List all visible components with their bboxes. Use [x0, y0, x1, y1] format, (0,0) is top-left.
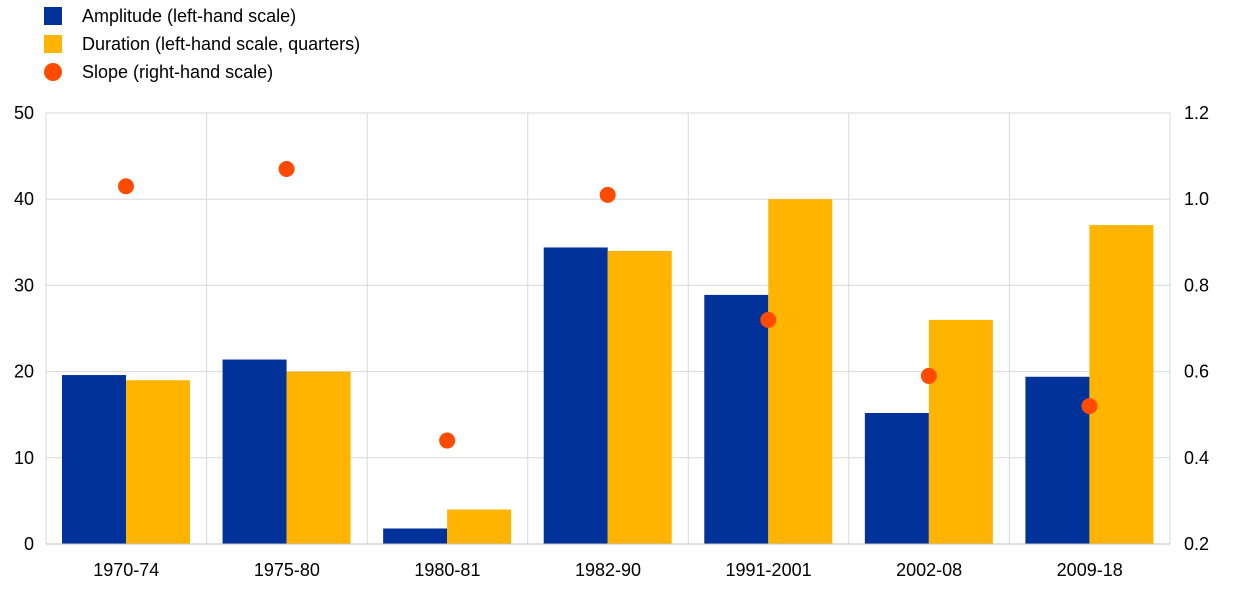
x-tick-label: 1980-81: [414, 560, 480, 580]
amplitude-bar: [62, 375, 126, 544]
bars: [62, 199, 1154, 545]
slope-point: [599, 186, 616, 203]
slope-point: [760, 311, 777, 328]
y-left-tick-label: 10: [14, 448, 34, 468]
y-right-tick-label: 1.2: [1184, 103, 1209, 123]
duration-bar: [286, 371, 351, 544]
slope-points: [118, 161, 1098, 449]
slope-point: [920, 367, 937, 384]
amplitude-bar: [383, 528, 448, 544]
slope-point: [278, 161, 295, 178]
amplitude-bar: [864, 412, 929, 544]
amplitude-bar: [1025, 376, 1090, 544]
y-left-tick-label: 20: [14, 362, 34, 382]
slope-point: [1081, 398, 1098, 415]
x-tick-label: 1975-80: [254, 560, 320, 580]
y-right-tick-label: 1.0: [1184, 189, 1209, 209]
y-right-tick-label: 0.6: [1184, 362, 1209, 382]
x-tick-label: 2009-18: [1057, 560, 1123, 580]
y-left-tick-label: 50: [14, 103, 34, 123]
x-tick-label: 1982-90: [575, 560, 641, 580]
axes: 0 10 20 30 40 50 0.2 0.4 0.6 0.8 1.0 1.2 1970-74 1975…: [14, 103, 1209, 580]
y-right-tick-label: 0.2: [1184, 534, 1209, 554]
duration-bar: [1089, 225, 1154, 544]
x-tick-label: 1970-74: [93, 560, 159, 580]
y-left-tick-label: 40: [14, 189, 34, 209]
duration-bar: [447, 509, 512, 544]
amplitude-bar: [543, 247, 608, 545]
slope-legend-dot: [44, 63, 62, 81]
y-left-tick-label: 0: [24, 534, 34, 554]
y-right-tick-label: 0.4: [1184, 448, 1209, 468]
slope-point: [439, 432, 456, 449]
duration-bar: [607, 250, 672, 545]
duration-legend-swatch: [44, 35, 62, 53]
duration-legend-label: Duration (left-hand scale, quarters): [82, 34, 361, 54]
amplitude-legend-label: Amplitude (left-hand scale): [82, 6, 297, 26]
y-right-tick-label: 0.8: [1184, 275, 1209, 295]
slope-legend-label: Slope (right-hand scale): [82, 62, 274, 82]
amplitude-bar: [704, 294, 769, 544]
duration-bar: [928, 319, 993, 544]
duration-bar: [126, 380, 190, 544]
x-tick-label: 2002-08: [896, 560, 962, 580]
duration-bar: [768, 199, 833, 544]
x-tick-label: 1991-2001: [726, 560, 812, 580]
amplitude-bar: [222, 359, 287, 544]
amplitude-legend-swatch: [44, 7, 62, 25]
y-left-tick-label: 30: [14, 275, 34, 295]
slope-point: [118, 178, 134, 195]
